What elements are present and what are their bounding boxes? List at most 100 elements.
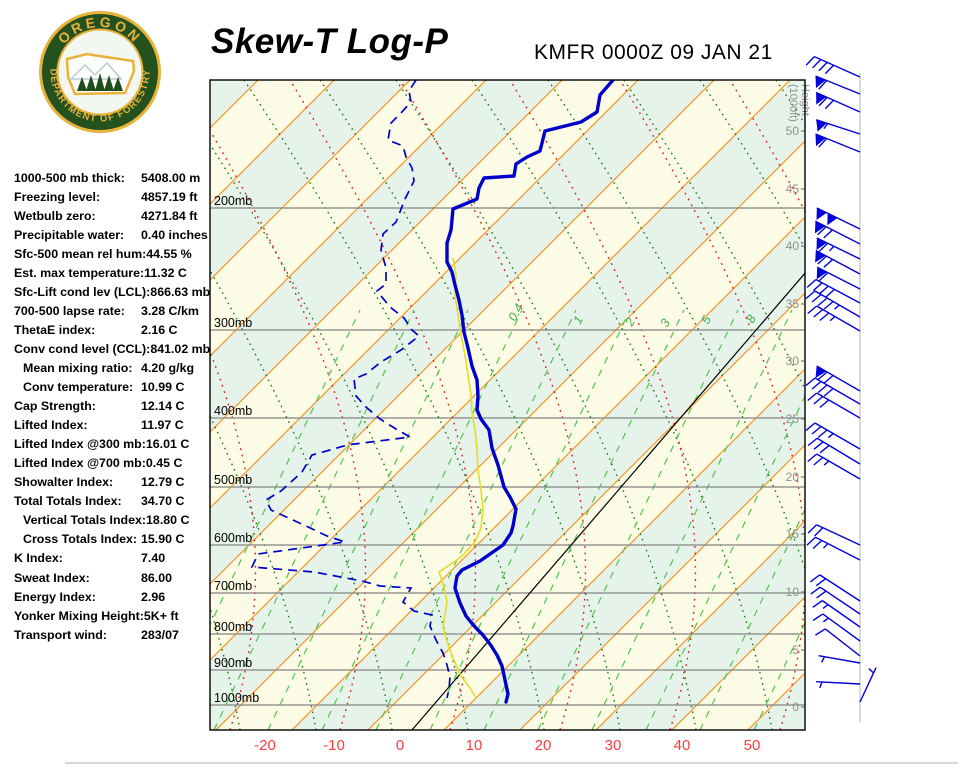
stat-value: 86.00 <box>141 570 173 585</box>
wind-barb <box>806 536 861 561</box>
wind-barb <box>818 655 861 664</box>
wind-barb <box>815 91 861 113</box>
stat-value: 5K+ ft <box>143 608 179 623</box>
svg-text:400mb: 400mb <box>214 404 252 418</box>
stat-label: Energy Index: <box>14 589 96 604</box>
stat-label: Lifted Index: <box>14 418 88 433</box>
stat-value: 4857.19 ft <box>141 189 198 204</box>
svg-text:40: 40 <box>786 239 800 253</box>
page-title: Skew-T Log-P <box>211 22 449 61</box>
svg-text:200mb: 200mb <box>214 194 252 208</box>
wind-barb <box>816 680 861 689</box>
svg-text:600mb: 600mb <box>214 531 252 545</box>
stat-row: Sfc-500 mean rel hum: 44.55 % <box>14 244 214 263</box>
stat-row: Lifted Index @300 mb: 16.01 C <box>14 435 214 454</box>
stat-row: Conv temperature: 10.99 C <box>14 378 214 397</box>
stat-label: 700-500 lapse rate: <box>14 303 125 318</box>
stat-label: Conv cond level (CCL): <box>14 341 151 356</box>
plot-border <box>209 79 806 731</box>
stat-value: 11.32 C <box>144 265 187 280</box>
svg-text:30: 30 <box>605 737 622 754</box>
stat-value: 0.40 inches <box>141 227 208 242</box>
svg-text:15: 15 <box>786 527 800 541</box>
stat-label: Conv temperature: <box>23 380 134 395</box>
stat-value: 3.28 C/km <box>141 303 199 318</box>
stat-row: Transport wind: 283/07 <box>14 625 214 644</box>
svg-text:0: 0 <box>396 737 404 754</box>
wind-barb <box>815 628 861 657</box>
stats-panel: 1000-500 mb thick: 5408.00 m Freezing leve… <box>14 168 214 644</box>
wind-barb <box>809 574 861 602</box>
station-id: KMFR 0000Z 09 JAN 21 <box>534 41 773 64</box>
svg-text:50: 50 <box>786 124 800 138</box>
stat-row: Showalter Index: 12.79 C <box>14 473 214 492</box>
svg-text:700mb: 700mb <box>214 579 252 593</box>
stat-value: 44.55 % <box>146 246 192 261</box>
wetbulb-trace <box>437 257 484 699</box>
stat-row: Energy Index: 2.96 <box>14 587 214 606</box>
wind-barb <box>815 133 861 153</box>
stat-value: 4271.84 ft <box>141 208 198 223</box>
stat-value: 283/07 <box>141 627 179 642</box>
stat-row: Wetbulb zero: 4271.84 ft <box>14 206 214 225</box>
svg-text:0: 0 <box>792 700 799 714</box>
wind-barb <box>807 305 861 332</box>
stat-value: 841.02 mb <box>150 341 211 356</box>
stat-label: Freezing level: <box>14 189 101 204</box>
stat-label: Est. max temperature: <box>14 265 145 280</box>
pressure-labels: 200mb 300mb 400mb 500mb 600mb 700mb 800mb 900mb… <box>214 194 259 705</box>
stat-label: Vertical Totals Index: <box>23 513 147 528</box>
dewpoint-profile <box>250 80 451 699</box>
stat-value: 12.14 C <box>141 399 185 414</box>
height-axis-title: Height(1000ft) <box>787 84 811 122</box>
stat-label: Lifted Index @300 mb: <box>14 437 146 452</box>
svg-text:-20: -20 <box>254 737 276 754</box>
stat-label: 1000-500 mb thick: <box>14 170 125 185</box>
wind-barb <box>807 453 861 480</box>
stat-label: Showalter Index: <box>14 475 114 490</box>
stat-value: 12.79 C <box>141 475 185 490</box>
wind-barb <box>806 278 861 304</box>
wind-barb <box>805 56 861 78</box>
wind-barb <box>805 422 861 450</box>
stat-row: Cross Totals Index: 15.90 C <box>14 530 214 549</box>
wind-barb <box>810 586 861 615</box>
stat-row: Cap Strength: 12.14 C <box>14 397 214 416</box>
isotherm-lines <box>210 80 805 730</box>
stat-label: Transport wind: <box>14 627 107 642</box>
stat-value: 11.97 C <box>141 418 184 433</box>
stat-label: Sfc-500 mean rel hum: <box>14 246 147 261</box>
svg-text:-10: -10 <box>323 737 345 754</box>
stat-value: 15.90 C <box>141 532 185 547</box>
wind-barbs <box>805 56 877 703</box>
wind-barb <box>815 75 861 95</box>
stat-row: Total Totals Index: 34.70 C <box>14 492 214 511</box>
stat-label: Sweat Index: <box>14 570 90 585</box>
stat-row: 1000-500 mb thick: 5408.00 m <box>14 168 214 187</box>
svg-text:40: 40 <box>674 737 691 754</box>
wind-barb <box>816 119 861 135</box>
stat-value: 16.01 C <box>145 437 190 452</box>
stat-row: Freezing level: 4857.19 ft <box>14 187 214 206</box>
stat-value: 18.80 C <box>146 513 190 528</box>
stat-row: Lifted Index @700 mb: 0.45 C <box>14 454 214 473</box>
wind-barb <box>812 613 861 642</box>
svg-text:800mb: 800mb <box>214 620 252 634</box>
stat-row: Mean mixing ratio: 4.20 g/kg <box>14 358 214 377</box>
stat-value: 7.40 <box>141 551 166 566</box>
stat-row: K Index: 7.40 <box>14 549 214 568</box>
wind-barb <box>807 524 861 546</box>
stat-label: Lifted Index @700 mb: <box>14 456 146 471</box>
temperature-profile <box>445 80 615 704</box>
svg-text:45: 45 <box>786 182 800 196</box>
svg-text:5: 5 <box>792 643 799 657</box>
svg-text:35: 35 <box>786 297 800 311</box>
moist-adiabat-lines <box>210 80 805 730</box>
stat-row: 700-500 lapse rate: 3.28 C/km <box>14 301 214 320</box>
wind-barb <box>814 220 861 245</box>
svg-text:25: 25 <box>786 412 800 426</box>
pressure-gridlines <box>210 207 805 706</box>
logo-state-emblem <box>65 52 136 96</box>
wind-barb <box>805 377 861 405</box>
zero-isotherm-reference-line <box>411 272 805 730</box>
